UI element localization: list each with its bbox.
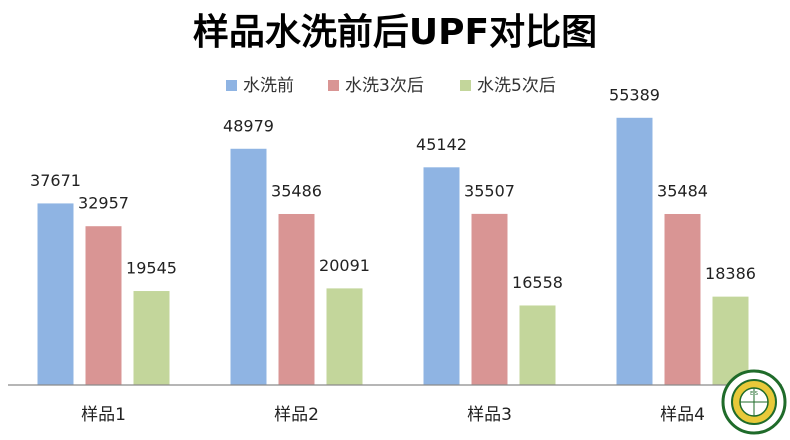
bar: [518, 304, 557, 386]
legend-label: 水洗3次后: [345, 76, 424, 96]
category-tick-label: 样品2: [274, 405, 319, 425]
bar: [470, 212, 509, 386]
data-label: 45142: [416, 135, 467, 154]
category-labels-group: 样品1 样品2 样品3 样品4: [81, 405, 705, 425]
bar: [615, 116, 654, 386]
bar: [325, 287, 364, 386]
category-tick-label: 样品1: [81, 405, 126, 425]
inspection-seal-logo-icon: EIS: [721, 369, 787, 435]
data-label: 32957: [78, 194, 129, 213]
bar: [663, 212, 702, 386]
data-label: 48979: [223, 116, 274, 135]
data-label: 19545: [126, 259, 177, 278]
data-label: 18386: [705, 264, 756, 283]
data-labels-group: 37671 32957 19545 48979 35486 20091 45142 35507…: [30, 85, 756, 292]
legend-label: 水洗5次后: [477, 76, 556, 96]
bar: [132, 290, 171, 386]
bar: [711, 295, 750, 386]
bars-group: [36, 116, 750, 386]
data-label: 35507: [464, 181, 515, 200]
category-tick-label: 样品4: [660, 405, 705, 425]
data-label: 16558: [512, 273, 563, 292]
data-label: 20091: [319, 256, 370, 275]
bar: [229, 147, 268, 386]
bar: [277, 212, 316, 386]
chart-title: 样品水洗前后UPF对比图: [193, 12, 597, 53]
legend-swatch: [328, 80, 339, 91]
data-label: 35486: [271, 181, 322, 200]
data-label: 35484: [657, 181, 708, 200]
category-tick-label: 样品3: [467, 405, 512, 425]
legend-swatch: [226, 80, 237, 91]
legend-swatch: [460, 80, 471, 91]
bar: [84, 225, 123, 386]
bar: [36, 202, 75, 386]
data-label: 55389: [609, 85, 660, 104]
bar: [422, 166, 461, 386]
legend: 水洗前 水洗3次后 水洗5次后: [226, 76, 556, 96]
seal-lettering: EIS: [750, 391, 758, 397]
legend-label: 水洗前: [243, 76, 294, 96]
data-label: 37671: [30, 171, 81, 190]
